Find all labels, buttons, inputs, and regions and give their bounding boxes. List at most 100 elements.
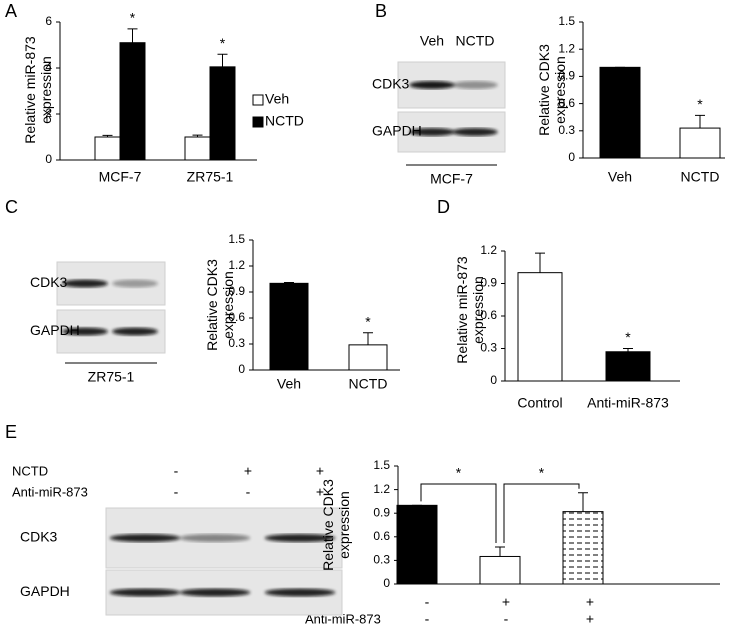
y-tick-label: 0.9 [373, 505, 390, 519]
y-tick-label: 0.6 [228, 310, 245, 324]
x-tick-label: Veh [277, 376, 301, 392]
error-bar [695, 114, 705, 129]
blot-condition-sign: + [244, 463, 252, 479]
blot-caption: MCF-7 [430, 171, 473, 187]
y-tick-label: 1.2 [228, 258, 245, 272]
y-tick-label: 0.6 [558, 96, 575, 110]
y-tick-label: 1.5 [373, 458, 390, 472]
y-tick-label: 0.3 [558, 123, 575, 137]
y-tick-label: 0 [383, 576, 390, 590]
x-tick-label: Control [517, 395, 562, 411]
condition-sign: - [425, 594, 430, 610]
comparison-label: * [539, 465, 545, 481]
blot-band [112, 327, 158, 336]
bar [517, 272, 563, 382]
blot-band [62, 327, 108, 336]
panel-letter: B [375, 1, 387, 21]
y-tick-label: 0.6 [480, 308, 497, 322]
error-bar [102, 134, 113, 137]
blot-row-label: GAPDH [30, 322, 80, 338]
blot-condition-sign: - [174, 463, 179, 479]
blot-band [179, 588, 251, 597]
condition-sign: - [425, 611, 430, 626]
y-tick-label: 0 [45, 152, 52, 166]
y-tick-label: 0.3 [480, 341, 497, 355]
error-bar [578, 492, 588, 512]
blot-condition-sign: - [246, 484, 251, 500]
blot-band [409, 128, 455, 136]
significance-marker: * [697, 96, 703, 112]
condition-sign: + [502, 594, 510, 610]
blot-band [452, 81, 498, 89]
bar [396, 504, 438, 585]
legend-label: Veh [265, 91, 289, 107]
blot-band [264, 534, 336, 542]
bar [562, 511, 604, 585]
bar [348, 344, 388, 371]
significance-marker: * [130, 10, 136, 26]
blot-band [109, 534, 181, 542]
bar [209, 66, 236, 161]
blot-condition-label: Anti-miR-873 [12, 484, 88, 499]
error-bar [127, 28, 138, 43]
error-bar [217, 53, 228, 67]
comparison-label: * [456, 465, 462, 481]
blot-band [112, 279, 158, 288]
x-tick-label: NCTD [349, 376, 388, 392]
y-axis-label: Relative CDK3 expression [536, 44, 568, 136]
blot-band [62, 279, 108, 288]
panel-letter: A [5, 1, 17, 21]
blot-band [179, 534, 251, 542]
y-tick-label: 6 [45, 14, 52, 28]
legend-swatch [252, 116, 264, 128]
comparison-bracket [420, 483, 497, 544]
blot-row-label: CDK3 [372, 76, 410, 92]
bar [605, 351, 651, 382]
blot-band [452, 128, 498, 136]
x-tick-label: Anti-miR-873 [587, 395, 669, 411]
y-axis-label: Relative CDK3 expression [320, 479, 352, 571]
condition-sign: + [586, 611, 594, 626]
x-tick-label: NCTD [681, 169, 720, 185]
blot-row-label: GAPDH [20, 583, 70, 599]
comparison-bracket [503, 483, 580, 544]
panel-letter: C [5, 197, 18, 217]
error-bar [192, 134, 203, 137]
blot-lane-label: Veh [420, 33, 444, 49]
y-tick-label: 0.3 [228, 336, 245, 350]
y-tick-label: 1.5 [558, 14, 575, 28]
y-axis-label: Relative CDK3 expression [204, 259, 236, 351]
bar [679, 127, 721, 159]
y-axis-label: Relative miR-873 expression [22, 36, 54, 144]
error-bar [363, 332, 373, 345]
blot-lane-label: NCTD [456, 33, 495, 49]
y-tick-label: 0.9 [558, 69, 575, 83]
y-tick-label: 0.9 [480, 276, 497, 290]
bar [479, 555, 521, 585]
panel-letter: D [437, 197, 450, 217]
y-tick-label: 0.6 [373, 529, 390, 543]
blot-band [109, 588, 181, 597]
y-tick-label: 0.3 [373, 553, 390, 567]
significance-marker: * [220, 35, 226, 51]
legend-label: NCTD [265, 113, 304, 129]
legend-swatch [252, 94, 264, 106]
y-tick-label: 0.9 [228, 284, 245, 298]
bar [119, 42, 146, 161]
y-tick-label: 4 [45, 60, 52, 74]
y-tick-label: 2 [45, 106, 52, 120]
blot-row-label: CDK3 [20, 529, 58, 545]
y-tick-label: 0 [490, 373, 497, 387]
blot-condition-label: NCTD [12, 463, 48, 478]
y-tick-label: 1.2 [373, 482, 390, 496]
blot-band [264, 588, 336, 597]
error-bar [495, 546, 505, 557]
y-tick-label: 0 [238, 362, 245, 376]
significance-marker: * [365, 313, 371, 329]
y-tick-label: 1.2 [558, 41, 575, 55]
blot-condition-sign: + [316, 463, 324, 479]
condition-sign: + [586, 594, 594, 610]
blot-caption: ZR75-1 [88, 369, 135, 385]
